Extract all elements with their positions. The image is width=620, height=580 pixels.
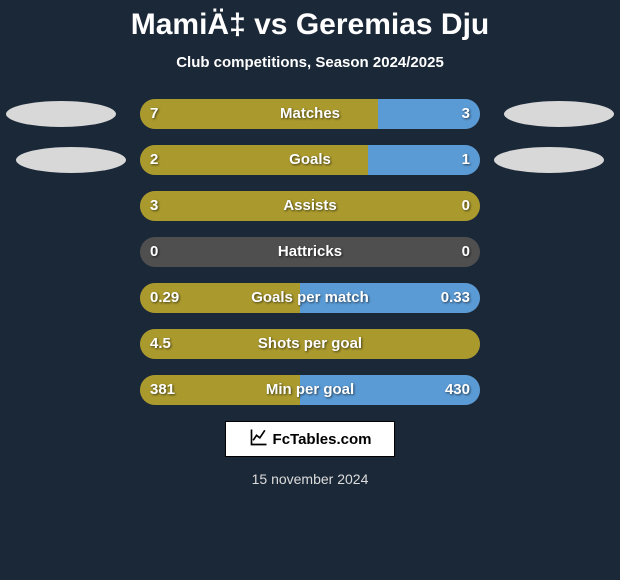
stat-row: 73Matches [0, 99, 620, 129]
metric-label: Shots per goal [140, 329, 480, 359]
fctables-badge: FcTables.com [225, 421, 395, 457]
stat-row: 00Hattricks [0, 237, 620, 267]
metric-label: Matches [140, 99, 480, 129]
metric-label: Hattricks [140, 237, 480, 267]
chart-icon [249, 427, 269, 452]
stat-row: 21Goals [0, 145, 620, 175]
fctables-label: FcTables.com [273, 431, 372, 448]
snapshot-date: 15 november 2024 [0, 471, 620, 487]
page-subtitle: Club competitions, Season 2024/2025 [0, 54, 620, 71]
metric-label: Goals [140, 145, 480, 175]
stat-row: 0.290.33Goals per match [0, 283, 620, 313]
stat-row: 4.5Shots per goal [0, 329, 620, 359]
metric-label: Assists [140, 191, 480, 221]
metric-label: Goals per match [140, 283, 480, 313]
stat-row: 30Assists [0, 191, 620, 221]
page-title: MamiÄ‡ vs Geremias Dju [0, 0, 620, 42]
comparison-chart: 73Matches 21Goals 30Assists 00Hattricks 0.29… [0, 99, 620, 405]
metric-label: Min per goal [140, 375, 480, 405]
stat-row: 381430Min per goal [0, 375, 620, 405]
